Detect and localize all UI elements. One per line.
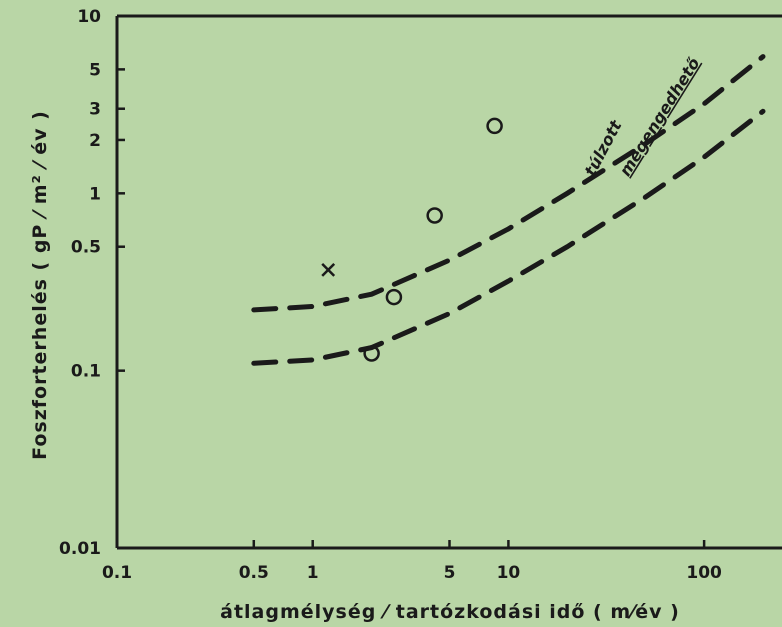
y-tick-label: 0.5 <box>71 238 101 258</box>
curve-line <box>251 54 766 313</box>
data-point-circle <box>486 117 503 135</box>
y-tick-label: 3 <box>89 100 101 120</box>
data-point-circle <box>363 345 380 362</box>
points-group <box>321 117 503 362</box>
data-point-cross <box>321 263 336 277</box>
curve-line <box>251 108 766 366</box>
y-tick-label: 2 <box>89 131 101 151</box>
labels-group: átlagmélység ⁄ tartózkodási idő ( m⁄év )… <box>29 54 704 623</box>
y-tick-label: 0.01 <box>59 539 101 559</box>
curves-group <box>251 54 766 366</box>
x-tick-label: 1 <box>307 563 319 583</box>
y-tick-label: 5 <box>89 60 101 80</box>
y-axis-label: Foszforterhelés ( gP ⁄ m² ⁄ év ) <box>29 110 51 460</box>
x-axis-label: átlagmélység ⁄ tartózkodási idő ( m⁄év ) <box>220 601 680 623</box>
data-point-circle <box>385 288 403 306</box>
x-tick-label: 100 <box>686 563 722 583</box>
x-tick-label: 5 <box>444 563 456 583</box>
data-point-circle <box>426 207 443 224</box>
y-tick-label: 0.1 <box>71 362 101 382</box>
x-tick-label: 0.5 <box>239 563 269 583</box>
x-tick-label: 10 <box>497 563 521 583</box>
curve-label: megengedhető <box>616 54 704 179</box>
y-tick-label: 10 <box>77 7 101 27</box>
y-tick-label: 1 <box>89 184 101 204</box>
x-tick-label: 0.1 <box>102 563 132 583</box>
